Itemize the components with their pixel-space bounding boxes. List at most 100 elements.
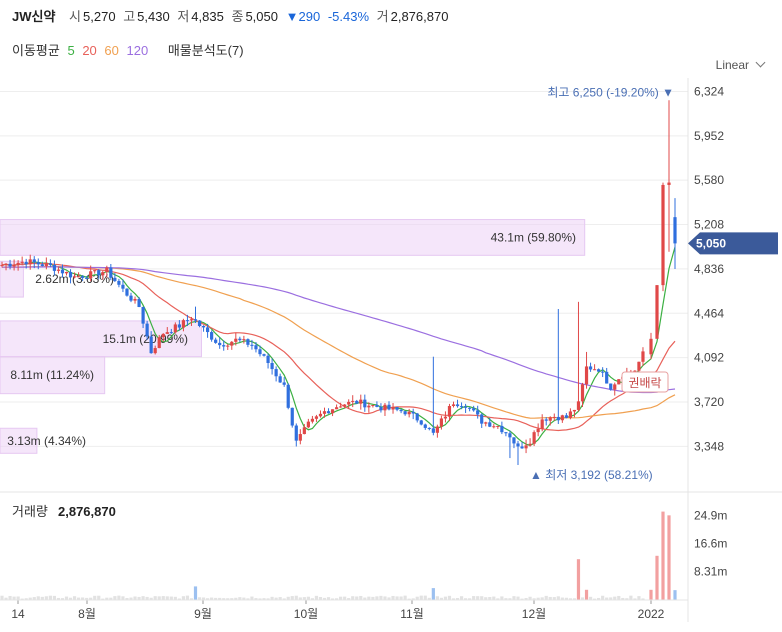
- candle-body: [64, 271, 69, 274]
- y-axis: 6,324 5,952 5,580 5,208 4,836 4,464 4,092 3,720…: [688, 84, 778, 453]
- volume-bar: [64, 596, 69, 600]
- y-tick-label: 5,580: [694, 173, 724, 187]
- candle-body: [661, 184, 665, 286]
- volume-bar: [93, 595, 97, 600]
- candle-body: [387, 404, 391, 410]
- candle-body: [411, 411, 415, 414]
- candle-body: [250, 344, 254, 346]
- volume-bar: [250, 596, 254, 600]
- volume-bar: [379, 595, 383, 600]
- volume-tick-label: 24.9m: [694, 508, 727, 522]
- volume-bar: [165, 596, 169, 600]
- candle-body: [415, 413, 419, 421]
- volume-profile-toggle[interactable]: 매물분석도(7): [167, 43, 244, 58]
- candle-body: [185, 320, 190, 322]
- volume-label: 거: [376, 9, 389, 24]
- low-label: 저: [177, 9, 190, 24]
- candle-body: [343, 404, 347, 407]
- volume-bar: [218, 597, 222, 600]
- candle-body: [403, 411, 407, 415]
- volume-panel: 거래량 2,876,870 24.9m 16.6m 8.31m: [0, 491, 782, 600]
- moving-average-legend[interactable]: 이동평균 5 20 60 120 매물분석도(7): [12, 40, 248, 59]
- candle-body: [667, 182, 671, 185]
- volume-value: 2,876,870: [390, 9, 449, 24]
- volume-bar: [266, 598, 270, 600]
- candle-body: [532, 432, 536, 444]
- scale-selector[interactable]: Linear: [716, 57, 766, 72]
- high-label: 고: [123, 9, 136, 24]
- candle-body: [492, 426, 496, 428]
- candle-body: [149, 336, 153, 354]
- candle-body: [266, 355, 270, 364]
- volume-bar: [592, 598, 597, 600]
- volume-bar: [427, 597, 431, 600]
- ma-label: 이동평균: [12, 43, 60, 58]
- candle-body: [383, 404, 387, 411]
- candle-body: [56, 269, 61, 271]
- volume-profile-label: 15.1m (20.99%): [103, 332, 188, 346]
- candle-body: [339, 406, 343, 408]
- ma-120[interactable]: 120: [126, 43, 149, 58]
- volume-profile-bar: [0, 427, 38, 454]
- candle-body: [97, 270, 101, 276]
- volume-bar: [153, 596, 157, 600]
- candle-body: [605, 371, 609, 384]
- ma-20[interactable]: 20: [82, 43, 97, 58]
- candle-body: [568, 411, 573, 418]
- candle-body: [592, 369, 597, 371]
- candle-body: [181, 320, 186, 328]
- volume-profile-label: 43.1m (59.80%): [491, 230, 576, 244]
- volume-bar: [28, 597, 32, 600]
- open-value: 5,270: [83, 9, 116, 24]
- volume-bar: [375, 596, 379, 600]
- max-price-marker: 최고 6,250 (-19.20%) ▼: [547, 85, 674, 99]
- candle-body: [512, 437, 516, 444]
- y-tick-label: 5,952: [694, 129, 724, 143]
- volume-bar: [85, 597, 89, 600]
- volume-bar: [588, 596, 593, 600]
- volume-bar: [286, 596, 290, 600]
- candlesticks: [0, 100, 677, 465]
- candle-body: [347, 401, 351, 405]
- candle-body: [488, 422, 492, 427]
- candle-body: [113, 277, 117, 281]
- candle-body: [552, 416, 556, 418]
- candle-body: [157, 337, 161, 349]
- candle-body: [455, 404, 460, 407]
- ma-5[interactable]: 5: [67, 43, 75, 58]
- volume-bar: [157, 596, 161, 600]
- volume-bar: [532, 598, 536, 600]
- y-tick-label: 5,208: [694, 218, 724, 232]
- candle-body: [52, 264, 57, 271]
- min-price-marker: ▲ 최저 3,192 (58.21%): [530, 468, 653, 482]
- volume-bar: [572, 598, 577, 600]
- volume-bar: [609, 597, 613, 600]
- candle-body: [290, 407, 294, 426]
- candle-body: [16, 262, 20, 265]
- volume-bar: [145, 596, 149, 600]
- volume-bar: [193, 586, 198, 600]
- candle-body: [81, 276, 85, 278]
- candle-body: [197, 320, 202, 326]
- candle-body: [314, 416, 319, 419]
- volume-bar: [655, 555, 659, 600]
- candle-body: [443, 416, 448, 419]
- candle-body: [246, 339, 250, 345]
- volume-bar: [520, 598, 524, 600]
- volume-bar: [290, 596, 294, 600]
- candle-body: [520, 446, 524, 449]
- candle-body: [524, 445, 528, 449]
- volume-bar: [262, 598, 266, 600]
- volume-bar: [318, 597, 323, 600]
- candle-body: [649, 338, 653, 355]
- ma-60[interactable]: 60: [104, 43, 119, 58]
- volume-bar: [185, 595, 190, 600]
- candle-body: [584, 366, 589, 385]
- candle-body: [137, 298, 141, 307]
- candle-body: [536, 428, 540, 433]
- candle-body: [105, 267, 109, 273]
- volume-bar: [201, 597, 206, 600]
- candle-body: [205, 327, 210, 333]
- candle-body: [556, 416, 560, 421]
